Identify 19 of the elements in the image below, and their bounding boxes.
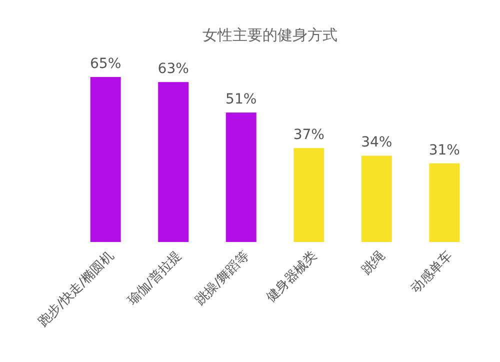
x-tick-label: 跳操/舞蹈等 — [192, 248, 252, 308]
chart-title: 女性主要的健身方式 — [202, 26, 338, 44]
bar — [90, 77, 121, 242]
data-label: 31% — [428, 142, 460, 158]
bar — [294, 148, 324, 242]
x-tick-label: 健身器械类 — [264, 248, 320, 306]
x-tick-label: 动感单车 — [408, 248, 456, 296]
bar — [361, 156, 392, 242]
x-tick-label: 跳绳 — [359, 248, 388, 278]
x-tick-label: 跑步/快走/椭圆机 — [36, 248, 117, 330]
x-tick-label: 瑜伽/普拉提 — [124, 248, 185, 308]
bar — [158, 82, 189, 242]
data-label: 65% — [90, 56, 122, 72]
data-label: 51% — [226, 92, 257, 108]
data-label: 37% — [293, 127, 324, 144]
bar — [429, 163, 460, 242]
data-label: 63% — [158, 61, 189, 78]
data-label: 34% — [361, 134, 392, 151]
bar — [226, 112, 256, 242]
